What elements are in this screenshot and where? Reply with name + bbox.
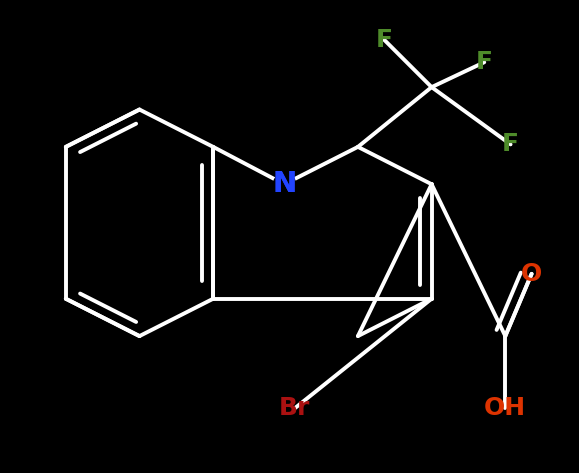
Text: OH: OH xyxy=(484,396,526,420)
Text: O: O xyxy=(521,262,543,286)
Text: F: F xyxy=(502,132,519,157)
Text: N: N xyxy=(272,170,296,198)
Text: Br: Br xyxy=(279,396,310,420)
Text: N: N xyxy=(272,170,296,198)
Text: F: F xyxy=(476,50,493,74)
Text: F: F xyxy=(376,28,393,52)
